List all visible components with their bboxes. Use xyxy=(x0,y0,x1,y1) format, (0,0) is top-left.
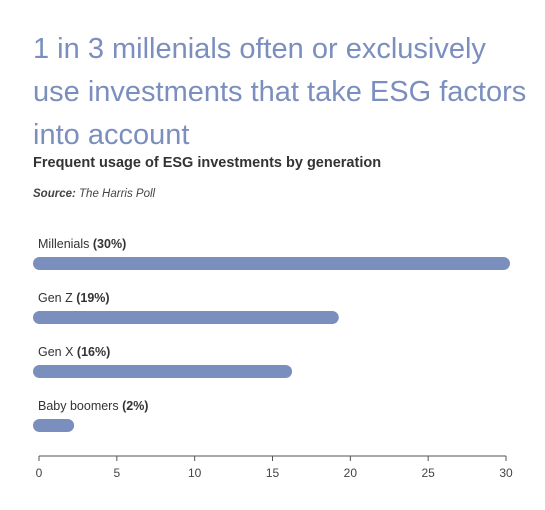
bar xyxy=(33,311,339,324)
x-tick-label: 10 xyxy=(188,466,202,480)
x-tick-label: 5 xyxy=(113,466,120,480)
category-label: Gen Z (19%) xyxy=(38,291,110,305)
x-tick-label: 15 xyxy=(266,466,280,480)
bar xyxy=(33,257,510,270)
headline: 1 in 3 millenials often or exclusively u… xyxy=(33,33,527,151)
source-label: Source: xyxy=(33,188,76,200)
source-value: The Harris Poll xyxy=(79,188,156,200)
x-tick-label: 20 xyxy=(344,466,358,480)
bar xyxy=(33,365,293,378)
x-tick-label: 30 xyxy=(499,466,513,480)
category-label: Gen X (16%) xyxy=(38,345,110,359)
x-tick-label: 25 xyxy=(421,466,435,480)
chart-title: Frequent usage of ESG investments by gen… xyxy=(33,155,382,171)
x-tick-label: 0 xyxy=(36,466,43,480)
chart-source: Source: The Harris Poll xyxy=(33,188,155,200)
bar xyxy=(33,419,75,432)
category-label: Baby boomers (2%) xyxy=(38,399,148,413)
category-label: Millenials (30%) xyxy=(38,237,126,251)
